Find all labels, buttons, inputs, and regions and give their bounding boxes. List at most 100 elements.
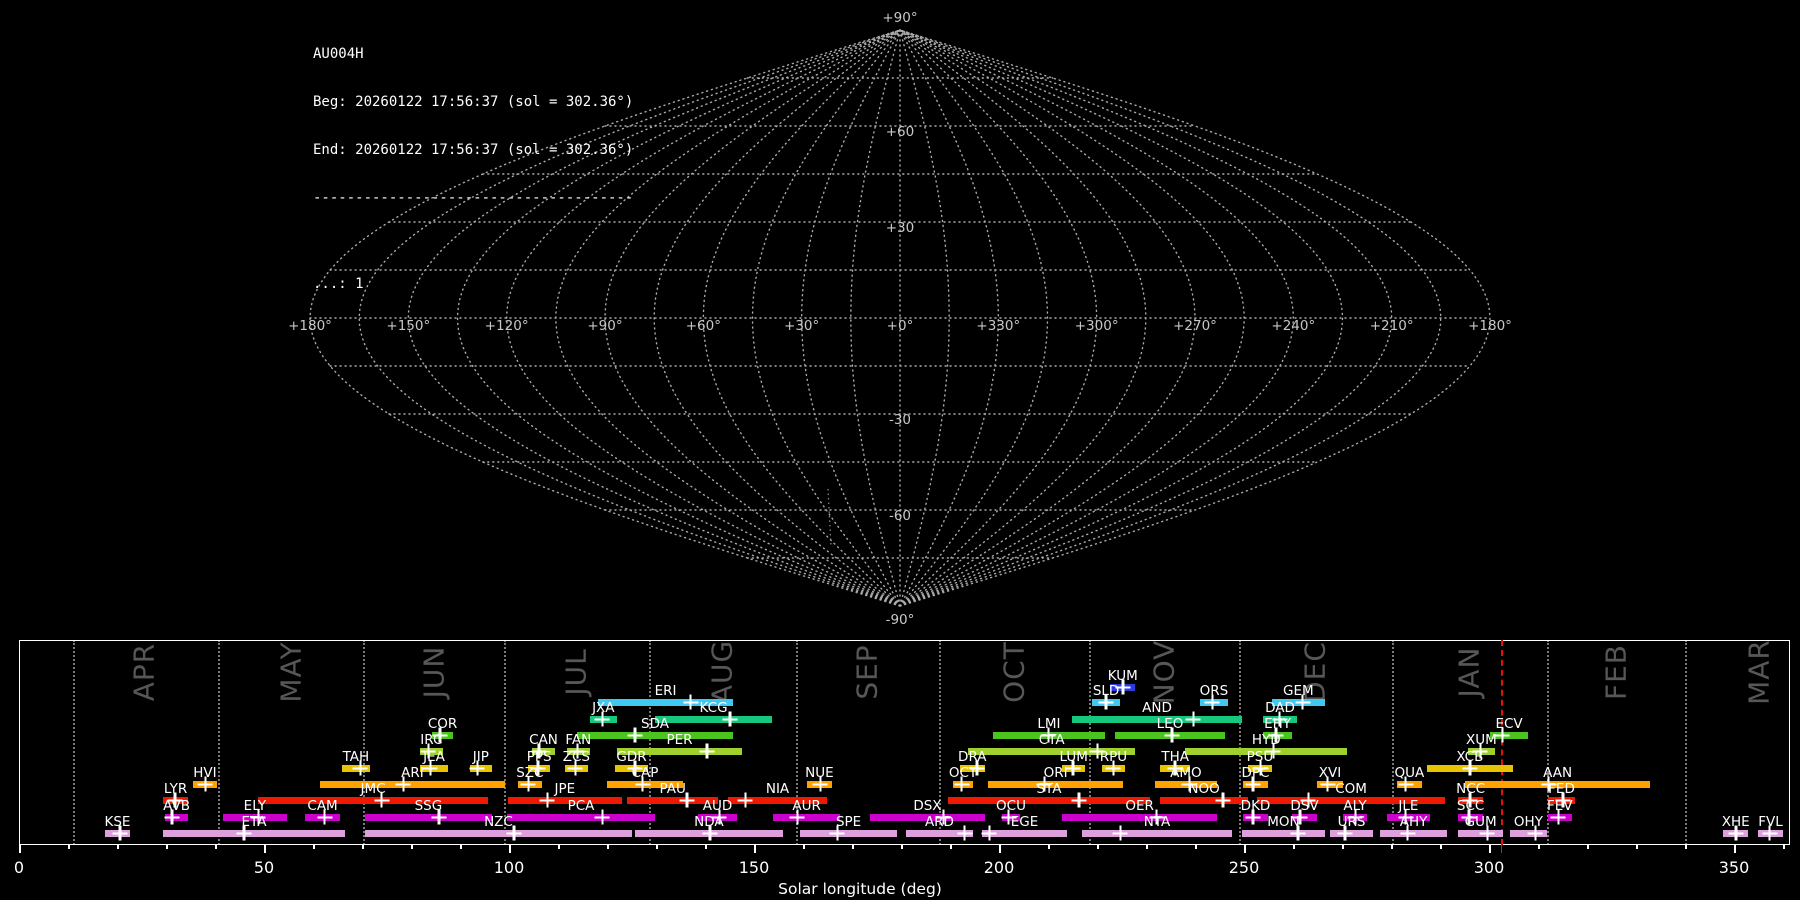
shower-label-DSV: DSV [1290, 798, 1319, 814]
begin-time: Beg: 20260122 17:56:37 (sol = 302.36°) [313, 94, 634, 110]
peak-marker-NTA [1112, 825, 1128, 841]
shower-bar-CTA [968, 747, 1136, 755]
axis-minor-tick [1146, 845, 1148, 849]
axis-minor-tick [313, 845, 315, 849]
month-gridline [938, 640, 941, 845]
shower-label-DKD: DKD [1240, 798, 1271, 814]
shower-bar-ARI [319, 780, 506, 788]
peak-marker-XCB [1462, 760, 1478, 776]
shower-label-THA: THA [1161, 749, 1189, 765]
peak-marker-LYR [167, 792, 183, 808]
peak-marker-FVL [1762, 825, 1778, 841]
axis-minor-tick [215, 845, 217, 849]
peak-marker-JMC [374, 792, 390, 808]
peak-marker-DRA [969, 760, 985, 776]
shower-label-AVB: AVB [163, 798, 190, 814]
shower-label-JXA: JXA [592, 700, 615, 716]
lat-label: -90° [886, 612, 915, 628]
axis-tick-label: 200 [983, 858, 1015, 877]
axis-minor-tick [901, 845, 903, 849]
shower-label-NCC: NCC [1456, 781, 1486, 797]
shower-label-AHY: AHY [1399, 814, 1428, 830]
shower-label-ELY: ELY [243, 798, 267, 814]
peak-marker-AMO [1181, 776, 1197, 792]
x-axis-title: Solar longitude (deg) [778, 880, 942, 898]
peak-marker-QUA [1398, 776, 1414, 792]
shower-label-PPS: PPS [526, 749, 552, 765]
shower-label-SDA: SDA [641, 716, 669, 732]
axis-minor-tick [166, 845, 168, 849]
grid-meridian [899, 29, 1049, 607]
axis-tick-label: 0 [13, 858, 25, 877]
axis-major-tick [1734, 845, 1736, 853]
peak-marker-GDR [627, 760, 643, 776]
lat-label: -60 [889, 508, 911, 524]
axis-minor-tick [460, 845, 462, 849]
shower-label-JMC: JMC [360, 781, 386, 797]
peak-marker-SCC [1461, 809, 1477, 825]
shower-label-LEO: LEO [1156, 716, 1184, 732]
axis-minor-tick [68, 845, 70, 849]
shower-label-ALY: ALY [1343, 798, 1367, 814]
lat-label: +90° [882, 10, 917, 26]
shower-bar-NTA [1082, 829, 1232, 837]
peak-marker-ARD [957, 825, 973, 841]
lon-label: +330° [976, 318, 1020, 334]
peak-marker-PSU [1252, 760, 1268, 776]
axis-minor-tick [362, 845, 364, 849]
shower-bar-NIA [728, 796, 827, 804]
peak-marker-SSG [431, 809, 447, 825]
peak-marker-DSX [935, 809, 951, 825]
peak-marker-ZCS [567, 760, 583, 776]
peak-marker-JPE [539, 792, 555, 808]
shower-label-SLD: SLD [1092, 683, 1120, 699]
peak-marker-ETA [236, 825, 252, 841]
peak-marker-AHY [1400, 825, 1416, 841]
shower-label-JEA: JEA [423, 749, 445, 765]
peak-marker-CAP [635, 776, 651, 792]
shower-bar-AND [1072, 715, 1243, 723]
axis-minor-tick [656, 845, 658, 849]
month-gridline [217, 640, 220, 845]
shower-label-CAN: CAN [529, 732, 558, 748]
axis-minor-tick [1440, 845, 1442, 849]
axis-minor-tick [705, 845, 707, 849]
axis-minor-tick [1636, 845, 1638, 849]
shower-label-KCG: KCG [699, 700, 728, 716]
shower-label-AUR: AUR [792, 798, 821, 814]
shower-label-CAM: CAM [307, 798, 338, 814]
axis-minor-tick [1783, 845, 1785, 849]
lon-label: +210° [1370, 318, 1414, 334]
shower-label-ARD: ARD [924, 814, 954, 830]
peak-marker-CTA [1089, 743, 1105, 759]
month-gridline [363, 640, 366, 845]
shower-label-TAH: TAH [342, 749, 370, 765]
peak-marker-AVB [164, 809, 180, 825]
shower-label-OCT: OCT [948, 765, 978, 781]
axis-minor-tick [1391, 845, 1393, 849]
shower-label-FED: FED [1548, 781, 1575, 797]
shower-label-PCA: PCA [567, 798, 595, 814]
peak-marker-OCT [954, 776, 970, 792]
peak-marker-PCA [594, 809, 610, 825]
shower-label-GEM: GEM [1283, 683, 1314, 699]
meteor-count: ...: 1 [313, 276, 364, 292]
peak-marker-AAN [1541, 776, 1557, 792]
month-gridline [648, 640, 651, 845]
axis-major-tick [509, 845, 511, 853]
shower-label-XHE: XHE [1721, 814, 1750, 830]
shower-bar-PER [616, 747, 743, 755]
peak-marker-THA [1167, 760, 1183, 776]
axis-minor-tick [117, 845, 119, 849]
shower-bar-OER [1062, 813, 1218, 821]
axis-tick-label: 150 [738, 858, 770, 877]
month-gridline [1391, 640, 1394, 845]
shower-label-LUM: LUM [1059, 749, 1088, 765]
shower-label-GDR: GDR [616, 749, 647, 765]
shower-label-KUM: KUM [1107, 668, 1138, 684]
peak-marker-SLD [1098, 694, 1114, 710]
peak-marker-CAM [317, 809, 333, 825]
shower-bar-EGE [981, 829, 1068, 837]
grid-meridian [899, 29, 1196, 607]
month-gridline [504, 640, 507, 845]
